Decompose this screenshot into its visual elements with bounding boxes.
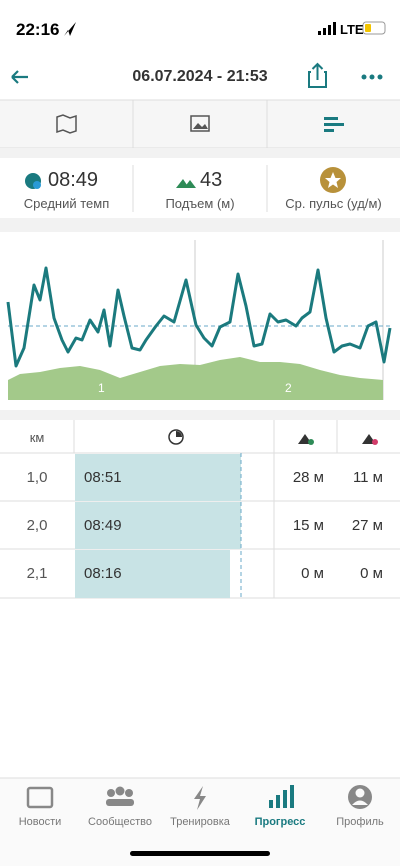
back-button[interactable] [11, 70, 28, 84]
nav-item[interactable]: Тренировка [170, 816, 230, 828]
ascent-cell: 0 м [301, 565, 324, 582]
photo-tab[interactable] [190, 115, 210, 132]
distance-cell: 2,1 [26, 565, 48, 582]
ascent-icon [176, 179, 196, 188]
nav-item[interactable]: Профиль [336, 816, 384, 828]
pace-cell: 08:51 [84, 469, 122, 486]
table-header: км [29, 430, 45, 445]
pace-column-icon [168, 429, 184, 445]
map-tab[interactable] [56, 114, 77, 134]
stat-label: Ср. пульс (уд/м) [285, 196, 382, 211]
workout-icon[interactable] [194, 786, 206, 810]
battery-level [365, 24, 371, 32]
status-network: LTE [340, 22, 364, 37]
stats-tab[interactable] [324, 117, 344, 132]
share-button[interactable] [308, 62, 327, 88]
news-icon[interactable] [26, 786, 54, 809]
stat-label: Подъем (м) [165, 196, 235, 211]
lap-label: 2 [285, 381, 292, 395]
pace-line [6, 266, 392, 368]
pace-bar [75, 550, 230, 598]
pace-bar [75, 454, 241, 501]
location-icon [64, 22, 76, 36]
community-icon[interactable] [106, 786, 134, 807]
pace-bar [75, 502, 241, 549]
status-time: 22:16 [16, 20, 60, 39]
pace-cell: 08:16 [84, 565, 122, 582]
descent-cell: 11 м [352, 469, 383, 486]
more-button[interactable] [361, 74, 383, 80]
battery [362, 21, 386, 35]
lap-label: 1 [98, 381, 105, 395]
descent-cell: 27 м [351, 517, 383, 534]
descent-cell: 0 м [360, 565, 383, 582]
signal-icon [318, 22, 336, 35]
stat-value: 43 [200, 169, 223, 191]
header-title: 06.07.2024 - 21:53 [132, 68, 268, 85]
ascent-cell: 28 м [292, 469, 324, 486]
distance-cell: 1,0 [26, 469, 48, 486]
distance-cell: 2,0 [26, 517, 48, 534]
stat-value: 08:49 [48, 169, 99, 191]
home-indicator [130, 851, 270, 856]
nav-item[interactable]: Прогресс [254, 816, 306, 828]
ascent-cell: 15 м [292, 517, 324, 534]
nav-item[interactable]: Новости [18, 816, 62, 828]
nav-item[interactable]: Сообщество [88, 816, 152, 828]
progress-icon[interactable] [269, 785, 294, 808]
stat-label: Средний темп [23, 196, 110, 211]
pace-cell: 08:49 [84, 517, 122, 534]
elevation-area [8, 357, 383, 400]
pace-chart [6, 240, 392, 400]
table-grid [0, 420, 400, 599]
